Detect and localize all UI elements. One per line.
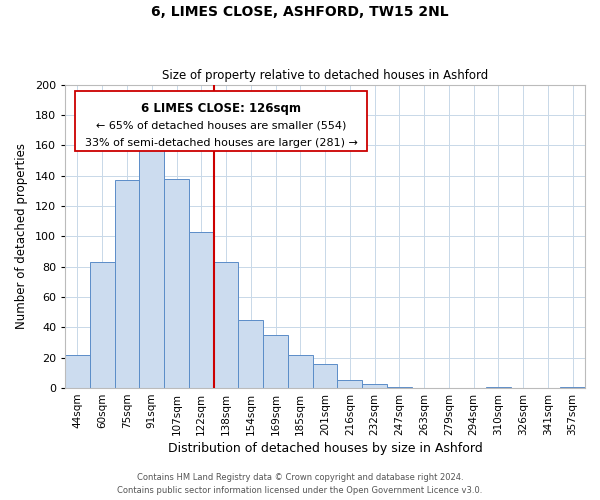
X-axis label: Distribution of detached houses by size in Ashford: Distribution of detached houses by size … xyxy=(167,442,482,455)
Bar xyxy=(90,262,115,388)
Bar xyxy=(288,354,313,388)
Bar xyxy=(139,148,164,388)
Bar xyxy=(214,262,238,388)
Bar xyxy=(263,335,288,388)
Text: 6 LIMES CLOSE: 126sqm: 6 LIMES CLOSE: 126sqm xyxy=(141,102,301,114)
Title: Size of property relative to detached houses in Ashford: Size of property relative to detached ho… xyxy=(162,69,488,82)
Bar xyxy=(337,380,362,388)
Bar xyxy=(115,180,139,388)
Bar xyxy=(164,178,189,388)
Bar xyxy=(65,354,90,388)
Bar xyxy=(560,386,585,388)
Bar xyxy=(362,384,387,388)
Text: ← 65% of detached houses are smaller (554): ← 65% of detached houses are smaller (55… xyxy=(96,121,346,131)
Y-axis label: Number of detached properties: Number of detached properties xyxy=(15,144,28,330)
Bar xyxy=(387,386,412,388)
Bar xyxy=(486,386,511,388)
Text: Contains HM Land Registry data © Crown copyright and database right 2024.
Contai: Contains HM Land Registry data © Crown c… xyxy=(118,474,482,495)
Bar xyxy=(189,232,214,388)
Bar xyxy=(238,320,263,388)
Text: 33% of semi-detached houses are larger (281) →: 33% of semi-detached houses are larger (… xyxy=(85,138,358,148)
Text: 6, LIMES CLOSE, ASHFORD, TW15 2NL: 6, LIMES CLOSE, ASHFORD, TW15 2NL xyxy=(151,5,449,19)
Bar xyxy=(313,364,337,388)
FancyBboxPatch shape xyxy=(76,90,367,152)
